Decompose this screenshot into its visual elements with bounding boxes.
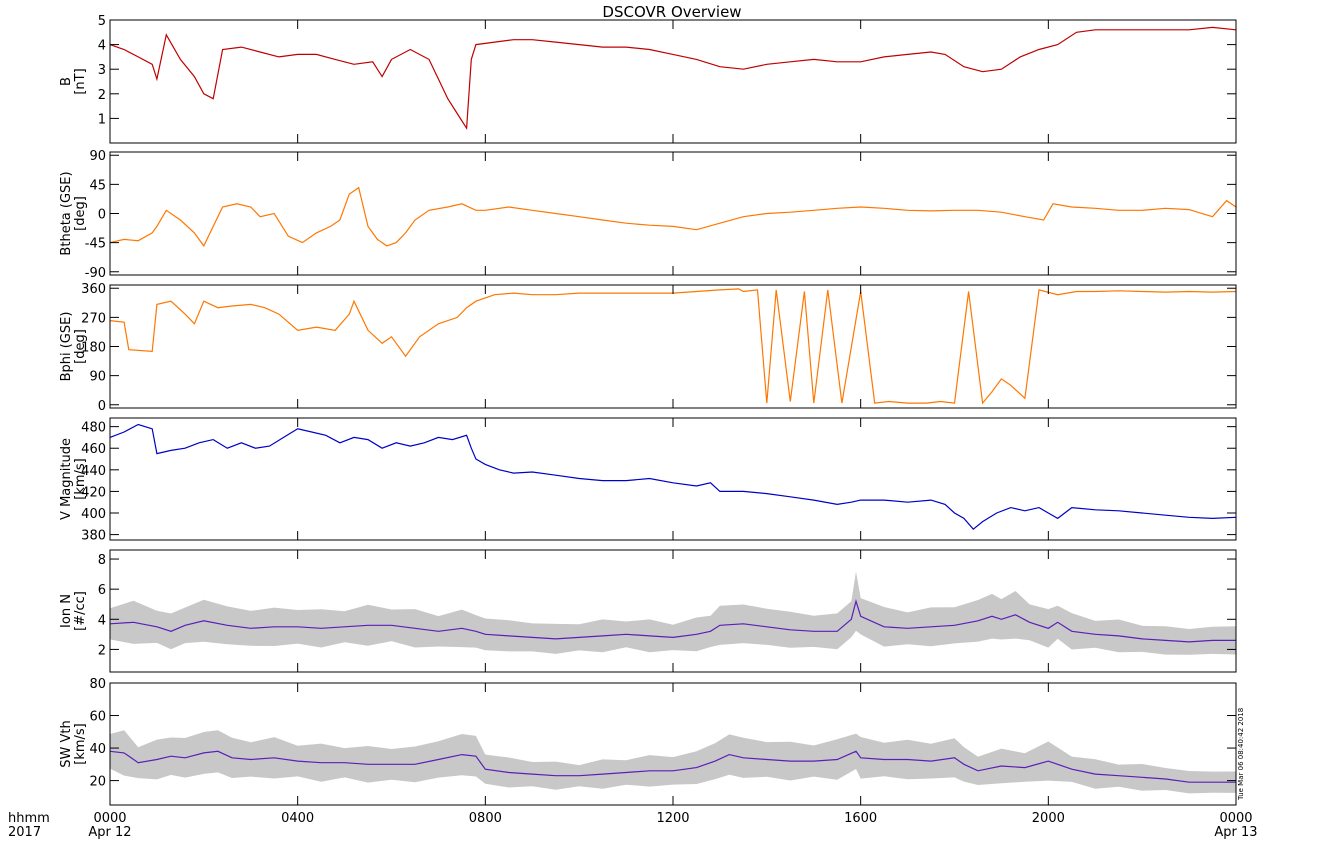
panel-5: 2 4 6 8 Ion N [#/cc] <box>59 549 1237 673</box>
panel-1-series-line <box>109 26 1237 131</box>
y-tick-label: 8 <box>98 553 106 568</box>
y-tick-label: 3 <box>98 63 106 78</box>
y-tick-label: -45 <box>85 237 106 252</box>
panel-1: 1 2 3 4 5 B [nT] <box>59 14 1237 144</box>
x-tick-label: 1600 <box>844 811 877 826</box>
x-tick-label: 0000 <box>93 811 126 826</box>
chart-title: DSCOVR Overview <box>602 3 741 21</box>
y-tick-label: 40 <box>89 742 106 757</box>
y-tick-label: 270 <box>81 311 106 326</box>
y-axis-label: V Magnitude <box>59 438 74 520</box>
y-tick-label: 460 <box>81 442 106 457</box>
y-axis-label: Bphi (GSE) <box>59 312 74 382</box>
x-axis-end-date: Apr 13 <box>1214 825 1257 840</box>
y-tick-label: 0 <box>98 399 106 414</box>
y-tick-label: 2 <box>98 643 106 658</box>
x-tick-label: 2000 <box>1032 811 1065 826</box>
panel-3-frame <box>109 284 1237 409</box>
panel-2: -90 -45 0 45 90 Btheta (GSE) [deg] <box>59 149 1237 281</box>
y-axis-label: Btheta (GSE) <box>59 171 74 255</box>
panel-6-series-line <box>109 750 1236 783</box>
y-axis-unit: [km/s] <box>73 458 88 500</box>
y-axis-unit: [#/cc] <box>73 591 88 631</box>
x-tick-label: 0400 <box>281 811 314 826</box>
y-tick-label: 420 <box>81 485 106 500</box>
y-axis-label: B <box>59 77 74 86</box>
y-tick-label: 380 <box>81 529 106 544</box>
x-axis-row-label-year: 2017 <box>8 825 41 840</box>
y-tick-label: 480 <box>81 421 106 436</box>
y-tick-label: -90 <box>85 266 106 281</box>
y-axis-label: SW Vth <box>59 720 74 767</box>
y-tick-label: 60 <box>89 710 106 725</box>
panel-6: 20 40 60 80 SW Vth [km/s] <box>59 677 1237 806</box>
x-tick-label: 0800 <box>469 811 502 826</box>
y-tick-label: 4 <box>98 613 106 628</box>
y-axis-unit: [km/s] <box>73 723 88 765</box>
y-tick-label: 5 <box>98 14 106 29</box>
y-tick-label: 440 <box>81 464 106 479</box>
panel-2-series-line <box>109 186 1237 248</box>
plot-timestamp: Tue Mar 06 08:40:42 2018 <box>1237 708 1245 801</box>
y-tick-label: 0 <box>98 208 106 223</box>
y-tick-label: 4 <box>98 39 106 54</box>
y-tick-label: 20 <box>89 775 106 790</box>
y-tick-label: 90 <box>89 149 106 164</box>
panel-4-frame <box>109 417 1237 541</box>
y-tick-label: 180 <box>81 341 106 356</box>
y-tick-label: 90 <box>89 370 106 385</box>
panel-6-band <box>110 730 1236 794</box>
y-axis-label: Ion N <box>59 594 74 628</box>
y-axis-unit: [deg] <box>73 196 88 231</box>
y-tick-label: 360 <box>81 282 106 297</box>
y-tick-label: 400 <box>81 507 106 522</box>
x-tick-label: 1200 <box>656 811 689 826</box>
y-tick-label: 80 <box>89 677 106 692</box>
x-axis-start-date: Apr 12 <box>88 825 131 840</box>
y-tick-label: 2 <box>98 88 106 103</box>
y-tick-label: 1 <box>98 112 106 127</box>
x-axis-row-label-hhmm: hhmm <box>8 811 50 826</box>
x-tick-label: 0000 <box>1219 811 1252 826</box>
y-tick-label: 6 <box>98 583 106 598</box>
panel-4: 380 400 420 440 460 480 V Magnitude [km/s] <box>59 417 1237 544</box>
y-axis-unit: [nT] <box>73 68 88 94</box>
panel-3: 0 90 180 270 360 Bphi (GSE) [deg] <box>59 282 1237 414</box>
panel-5-series-line <box>109 599 1236 643</box>
panel-3-series-line <box>109 288 1237 405</box>
panel-4-series-line <box>109 423 1237 531</box>
y-axis-unit: [deg] <box>73 329 88 364</box>
panel-2-frame <box>109 151 1237 276</box>
panel-5-band <box>110 571 1236 655</box>
y-tick-label: 45 <box>89 178 106 193</box>
